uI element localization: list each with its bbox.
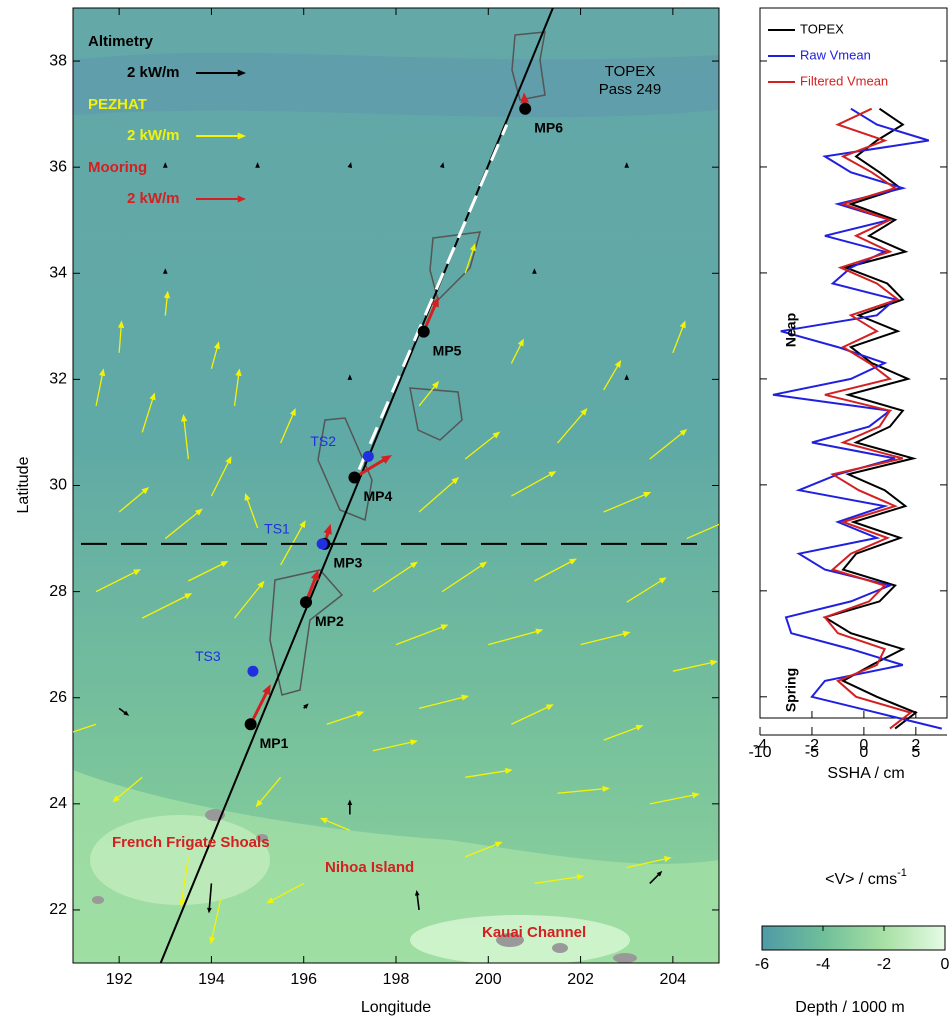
mooring-label: MP3 xyxy=(333,555,362,571)
ts-label: TS2 xyxy=(310,433,336,449)
y-tick-label: 22 xyxy=(49,901,67,918)
legend-label: Raw Vmean xyxy=(800,47,871,62)
secondary-label-main: <V> / cms xyxy=(825,871,897,888)
x-tick-label: 0 xyxy=(859,744,868,761)
track-name: TOPEX xyxy=(605,63,656,80)
annotation: Neap xyxy=(783,313,799,347)
x-tick-label: 198 xyxy=(383,971,410,988)
mooring-point xyxy=(245,718,257,730)
colorbar xyxy=(762,926,945,950)
legend-name: PEZHAT xyxy=(88,96,147,113)
pezhat-arrow-head xyxy=(719,521,727,527)
line-frame xyxy=(760,8,947,718)
x-tick-label: 5 xyxy=(911,744,920,761)
y-axis-label: Latitude xyxy=(15,456,32,513)
mooring-point xyxy=(418,326,430,338)
y-tick-label: 34 xyxy=(49,264,67,281)
x-tick-label: -6 xyxy=(755,956,769,973)
x-axis-label: Longitude xyxy=(361,999,431,1016)
x-tick-label: 202 xyxy=(567,971,594,988)
annotation: Spring xyxy=(783,668,799,712)
legend-label: Filtered Vmean xyxy=(800,73,888,88)
x-tick-label: -5 xyxy=(805,744,819,761)
mooring-point xyxy=(300,596,312,608)
y-tick-label: 32 xyxy=(49,371,67,388)
legend-name: Mooring xyxy=(88,159,147,176)
x-tick-label: -2 xyxy=(877,956,891,973)
legend-label: TOPEX xyxy=(800,21,844,36)
legend-label: 2 kW/m xyxy=(127,127,180,144)
mooring-label: MP4 xyxy=(363,488,392,504)
y-tick-label: 26 xyxy=(49,689,67,706)
ts-label: TS1 xyxy=(264,521,290,537)
pezhat-arrow-head xyxy=(59,731,67,737)
ts-point xyxy=(317,538,328,549)
series-line xyxy=(825,109,911,729)
mooring-label: MP6 xyxy=(534,120,563,136)
y-tick-label: 36 xyxy=(49,158,67,175)
mooring-label: MP5 xyxy=(433,342,462,358)
track-subname: Pass 249 xyxy=(599,81,662,98)
colorbar-label: Depth / 1000 m xyxy=(795,999,904,1016)
map-background xyxy=(73,8,719,965)
x-tick-label: -10 xyxy=(748,744,771,761)
legend-label: 2 kW/m xyxy=(127,190,180,207)
line-series xyxy=(773,109,942,729)
mooring-label: MP2 xyxy=(315,613,344,629)
series-line xyxy=(825,109,916,729)
x-tick-label: 204 xyxy=(660,971,687,988)
x-tick-label: 0 xyxy=(941,956,950,973)
place-name: Kauai Channel xyxy=(482,924,586,941)
line-x-label: SSHA / cm xyxy=(827,765,904,782)
y-tick-label: 38 xyxy=(49,52,67,69)
mooring-label: MP1 xyxy=(260,735,289,751)
ts-point xyxy=(363,451,374,462)
y-tick-label: 28 xyxy=(49,583,67,600)
y-tick-label: 30 xyxy=(49,477,67,494)
ts-point xyxy=(247,666,258,677)
x-tick-label: 192 xyxy=(106,971,133,988)
legend-label: 2 kW/m xyxy=(127,64,180,81)
y-tick-label: 24 xyxy=(49,795,67,812)
x-tick-label: -4 xyxy=(816,956,830,973)
x-tick-label: 196 xyxy=(290,971,317,988)
legend-name: Altimetry xyxy=(88,33,154,50)
x-tick-label: 194 xyxy=(198,971,225,988)
mooring-point xyxy=(348,472,360,484)
mooring-point xyxy=(519,103,531,115)
place-name: Nihoa Island xyxy=(325,859,414,876)
secondary-axis-label: <V> / cms-1 xyxy=(825,867,907,888)
secondary-label-sup: -1 xyxy=(897,867,907,879)
ts-label: TS3 xyxy=(195,648,221,664)
x-tick-label: 200 xyxy=(475,971,502,988)
place-name: French Frigate Shoals xyxy=(112,834,270,851)
